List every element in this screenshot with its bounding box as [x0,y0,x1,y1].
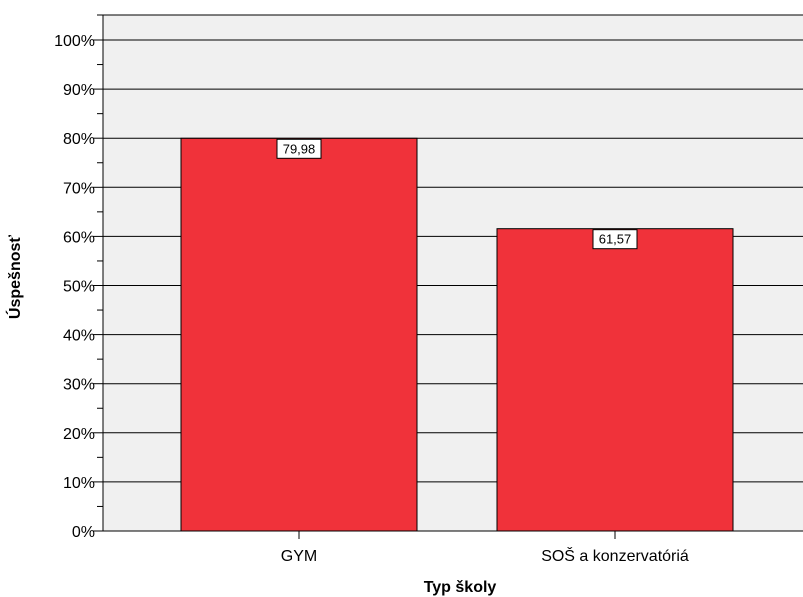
y-tick-label: 100% [54,33,95,50]
y-tick-label: 0% [72,524,95,541]
data-label-box [592,229,638,250]
bar [496,228,734,532]
data-label-box [276,138,322,159]
axes [93,14,803,539]
y-tick-labels: 0% 10% 20% 30% 40% 50% 60% 70% 80% 90% 100% [54,33,95,541]
y-tick-label: 80% [63,131,95,148]
x-tick-label: SOŠ a konzervatóriá [541,546,689,565]
y-tick-label: 60% [63,229,95,246]
y-tick-label: 40% [63,328,95,345]
data-labels: 79,98 61,57 [276,138,638,250]
data-label: 79,98 [283,141,316,156]
x-tick-label: GYM [281,548,317,565]
y-tick-label: 70% [63,180,95,197]
y-axis-title: Úspešnosť [5,235,24,319]
bars [180,137,734,532]
x-axis-title: Typ školy [424,579,497,596]
y-tick-label: 50% [63,279,95,296]
y-tick-label: 10% [63,475,95,492]
data-label: 61,57 [599,232,632,247]
y-tick-label: 30% [63,377,95,394]
x-tick-labels: GYM SOŠ a konzervatóriá [281,546,689,565]
bar [180,137,418,532]
y-tick-label: 20% [63,426,95,443]
y-tick-label: 90% [63,82,95,99]
